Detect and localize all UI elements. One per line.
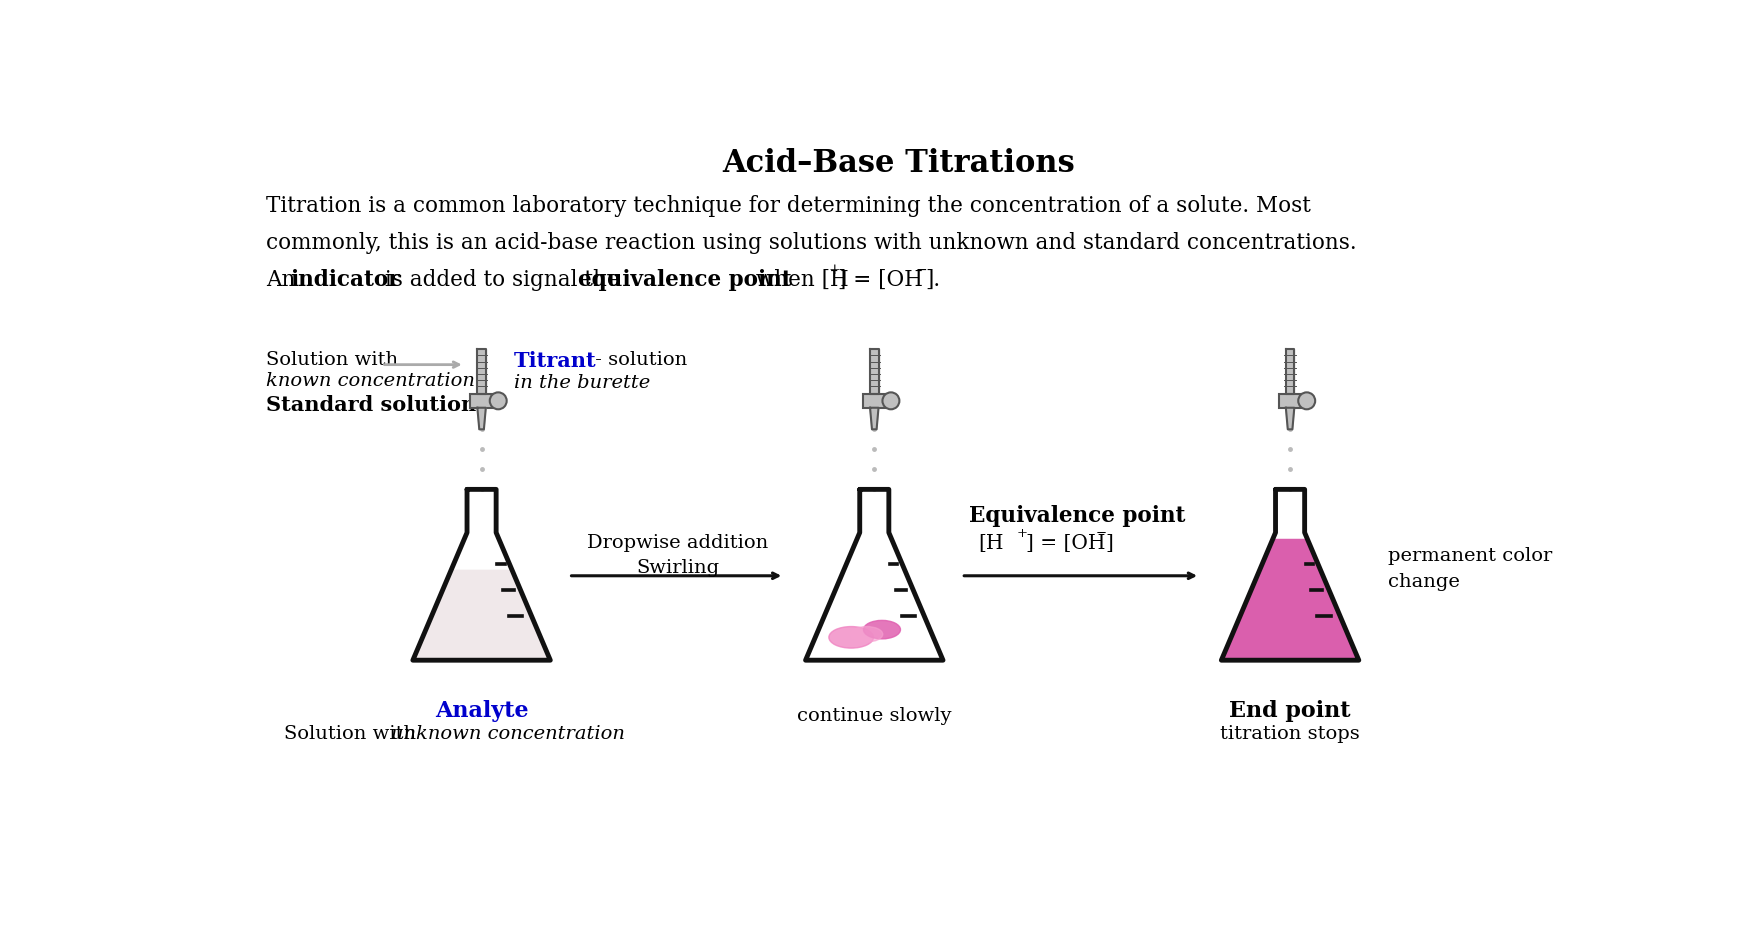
Polygon shape bbox=[412, 571, 551, 660]
Circle shape bbox=[882, 392, 900, 409]
Text: Solution with: Solution with bbox=[267, 351, 398, 369]
Text: Titrant: Titrant bbox=[514, 351, 596, 371]
Polygon shape bbox=[477, 349, 486, 394]
Bar bbox=[863, 394, 886, 408]
Text: permanent color: permanent color bbox=[1387, 546, 1552, 564]
Polygon shape bbox=[1286, 408, 1294, 430]
Text: Dropwise addition: Dropwise addition bbox=[588, 534, 768, 552]
Text: Equivalence point: Equivalence point bbox=[968, 505, 1186, 527]
Text: Analyte: Analyte bbox=[435, 700, 528, 722]
Text: Titration is a common laboratory technique for determining the concentration of : Titration is a common laboratory techniq… bbox=[267, 195, 1310, 218]
Text: −: − bbox=[916, 263, 926, 277]
Text: Standard solution: Standard solution bbox=[267, 395, 477, 415]
Polygon shape bbox=[870, 349, 879, 394]
Circle shape bbox=[1298, 392, 1316, 409]
Text: ].: ]. bbox=[924, 269, 940, 291]
Ellipse shape bbox=[851, 627, 882, 642]
Polygon shape bbox=[1221, 489, 1359, 660]
Polygon shape bbox=[412, 489, 551, 660]
Polygon shape bbox=[1286, 349, 1294, 394]
Text: Acid–Base Titrations: Acid–Base Titrations bbox=[723, 148, 1075, 178]
Text: indicator: indicator bbox=[291, 269, 400, 291]
Text: - solution: - solution bbox=[589, 351, 688, 369]
Bar bbox=[470, 394, 493, 408]
Polygon shape bbox=[477, 408, 486, 430]
Circle shape bbox=[489, 392, 507, 409]
Text: [H: [H bbox=[979, 534, 1003, 553]
Bar bbox=[1279, 394, 1301, 408]
Text: +: + bbox=[828, 263, 840, 277]
Text: ] = [OH: ] = [OH bbox=[838, 269, 923, 291]
Ellipse shape bbox=[830, 627, 873, 648]
Text: change: change bbox=[1387, 573, 1459, 590]
Text: Swirling: Swirling bbox=[637, 559, 719, 577]
Text: in the burette: in the burette bbox=[514, 374, 651, 392]
Text: ] = [OH: ] = [OH bbox=[1026, 534, 1105, 553]
Text: unknown concentration: unknown concentration bbox=[391, 725, 626, 743]
Ellipse shape bbox=[863, 620, 900, 639]
Polygon shape bbox=[1221, 540, 1359, 660]
Text: End point: End point bbox=[1230, 700, 1351, 722]
Text: −: − bbox=[1096, 528, 1107, 540]
Text: commonly, this is an acid-base reaction using solutions with unknown and standar: commonly, this is an acid-base reaction … bbox=[267, 233, 1356, 254]
Text: is added to signal the: is added to signal the bbox=[377, 269, 626, 291]
Text: +: + bbox=[1017, 528, 1028, 540]
Text: Solution with: Solution with bbox=[284, 725, 423, 743]
Text: ]: ] bbox=[1105, 534, 1114, 553]
Text: when [H: when [H bbox=[749, 269, 849, 291]
Text: titration stops: titration stops bbox=[1221, 725, 1359, 743]
Text: equivalence point: equivalence point bbox=[577, 269, 791, 291]
Polygon shape bbox=[870, 408, 879, 430]
Text: An: An bbox=[267, 269, 302, 291]
Text: known concentration: known concentration bbox=[267, 373, 475, 390]
Text: continue slowly: continue slowly bbox=[796, 707, 951, 726]
Polygon shape bbox=[805, 489, 944, 660]
